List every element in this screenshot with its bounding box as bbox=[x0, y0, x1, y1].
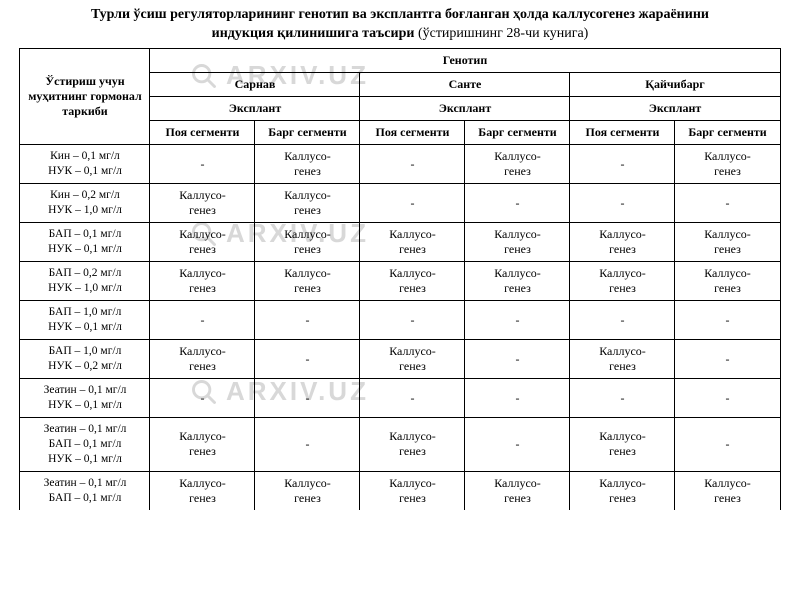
header-seg-stem-2: Поя сегменти bbox=[570, 121, 675, 145]
cell: - bbox=[675, 340, 780, 379]
cell: Каллусо-генез bbox=[570, 471, 675, 510]
cell: Каллусо-генез bbox=[150, 223, 255, 262]
cell: Каллусо-генез bbox=[255, 145, 360, 184]
cell: Каллусо-генез bbox=[570, 417, 675, 471]
cell: Каллусо-генез bbox=[150, 262, 255, 301]
row-label: БАП – 0,1 мг/лНУК – 0,1 мг/л bbox=[20, 223, 150, 262]
cell: Каллусо-генез bbox=[150, 184, 255, 223]
cell: - bbox=[465, 184, 570, 223]
header-genotype: Генотип bbox=[150, 49, 780, 73]
cell: Каллусо-генез bbox=[675, 471, 780, 510]
header-explant-2: Эксплант bbox=[570, 97, 780, 121]
cell: Каллусо-генез bbox=[360, 471, 465, 510]
cell: Каллусо-генез bbox=[150, 340, 255, 379]
cell: - bbox=[570, 145, 675, 184]
cell: - bbox=[255, 417, 360, 471]
header-variety-0: Сарнав bbox=[150, 73, 360, 97]
row-label: БАП – 1,0 мг/лНУК – 0,2 мг/л bbox=[20, 340, 150, 379]
header-seg-leaf-1: Барг сегменти bbox=[465, 121, 570, 145]
cell: - bbox=[675, 379, 780, 418]
cell: - bbox=[570, 379, 675, 418]
page-subtitle: индукция қилинишига таъсири (ўстиришнинг… bbox=[0, 26, 800, 48]
row-label: Зеатин – 0,1 мг/лНУК – 0,1 мг/л bbox=[20, 379, 150, 418]
subtitle-normal: (ўстиришнинг 28-чи кунига) bbox=[414, 26, 588, 41]
cell: - bbox=[675, 417, 780, 471]
table-row: Зеатин – 0,1 мг/лНУК – 0,1 мг/л------ bbox=[20, 379, 780, 418]
cell: - bbox=[465, 379, 570, 418]
header-explant-1: Эксплант bbox=[360, 97, 570, 121]
cell: - bbox=[255, 340, 360, 379]
cell: Каллусо-генез bbox=[255, 262, 360, 301]
header-seg-leaf-2: Барг сегменти bbox=[675, 121, 780, 145]
cell: - bbox=[675, 184, 780, 223]
cell: Каллусо-генез bbox=[360, 223, 465, 262]
data-table: Ўстириш учун муҳитнинг гормонал таркиби … bbox=[19, 48, 780, 510]
table-row: Кин – 0,1 мг/лНУК – 0,1 мг/л-Каллусо-ген… bbox=[20, 145, 780, 184]
cell: - bbox=[360, 184, 465, 223]
cell: - bbox=[150, 379, 255, 418]
row-label: БАП – 1,0 мг/лНУК – 0,1 мг/л bbox=[20, 301, 150, 340]
header-explant-0: Эксплант bbox=[150, 97, 360, 121]
cell: - bbox=[570, 301, 675, 340]
cell: Каллусо-генез bbox=[570, 340, 675, 379]
row-label: Кин – 0,1 мг/лНУК – 0,1 мг/л bbox=[20, 145, 150, 184]
cell: - bbox=[360, 301, 465, 340]
cell: Каллусо-генез bbox=[360, 262, 465, 301]
cell: Каллусо-генез bbox=[465, 145, 570, 184]
cell: Каллусо-генез bbox=[675, 262, 780, 301]
table-row: БАП – 1,0 мг/лНУК – 0,1 мг/л------ bbox=[20, 301, 780, 340]
page-title: Турли ўсиш регуляторларининг генотип ва … bbox=[0, 0, 800, 26]
cell: - bbox=[465, 340, 570, 379]
cell: - bbox=[465, 417, 570, 471]
cell: Каллусо-генез bbox=[255, 471, 360, 510]
header-seg-leaf-0: Барг сегменти bbox=[255, 121, 360, 145]
cell: - bbox=[675, 301, 780, 340]
table-row: Кин – 0,2 мг/лНУК – 1,0 мг/лКаллусо-гене… bbox=[20, 184, 780, 223]
cell: - bbox=[150, 301, 255, 340]
row-label: Зеатин – 0,1 мг/лБАП – 0,1 мг/л bbox=[20, 471, 150, 510]
header-seg-stem-0: Поя сегменти bbox=[150, 121, 255, 145]
cell: - bbox=[465, 301, 570, 340]
cell: Каллусо-генез bbox=[675, 223, 780, 262]
header-variety-1: Санте bbox=[360, 73, 570, 97]
cell: - bbox=[255, 379, 360, 418]
cell: Каллусо-генез bbox=[360, 340, 465, 379]
cell: - bbox=[360, 379, 465, 418]
row-label: Зеатин – 0,1 мг/лБАП – 0,1 мг/лНУК – 0,1… bbox=[20, 417, 150, 471]
header-rowhead: Ўстириш учун муҳитнинг гормонал таркиби bbox=[20, 49, 150, 145]
header-variety-2: Қайчибарг bbox=[570, 73, 780, 97]
cell: Каллусо-генез bbox=[570, 223, 675, 262]
cell: Каллусо-генез bbox=[465, 223, 570, 262]
row-label: БАП – 0,2 мг/лНУК – 1,0 мг/л bbox=[20, 262, 150, 301]
cell: Каллусо-генез bbox=[675, 145, 780, 184]
cell: - bbox=[150, 145, 255, 184]
cell: Каллусо-генез bbox=[255, 184, 360, 223]
cell: Каллусо-генез bbox=[255, 223, 360, 262]
table-row: Зеатин – 0,1 мг/лБАП – 0,1 мг/лНУК – 0,1… bbox=[20, 417, 780, 471]
cell: Каллусо-генез bbox=[570, 262, 675, 301]
table-row: Зеатин – 0,1 мг/лБАП – 0,1 мг/лКаллусо-г… bbox=[20, 471, 780, 510]
cell: Каллусо-генез bbox=[465, 471, 570, 510]
table-row: БАП – 1,0 мг/лНУК – 0,2 мг/лКаллусо-гене… bbox=[20, 340, 780, 379]
cell: Каллусо-генез bbox=[150, 471, 255, 510]
subtitle-bold: индукция қилинишига таъсири bbox=[212, 26, 415, 41]
cell: Каллусо-генез bbox=[360, 417, 465, 471]
table-row: БАП – 0,1 мг/лНУК – 0,1 мг/лКаллусо-гене… bbox=[20, 223, 780, 262]
cell: - bbox=[360, 145, 465, 184]
cell: Каллусо-генез bbox=[465, 262, 570, 301]
table-row: БАП – 0,2 мг/лНУК – 1,0 мг/лКаллусо-гене… bbox=[20, 262, 780, 301]
cell: Каллусо-генез bbox=[150, 417, 255, 471]
cell: - bbox=[570, 184, 675, 223]
cell: - bbox=[255, 301, 360, 340]
row-label: Кин – 0,2 мг/лНУК – 1,0 мг/л bbox=[20, 184, 150, 223]
header-seg-stem-1: Поя сегменти bbox=[360, 121, 465, 145]
